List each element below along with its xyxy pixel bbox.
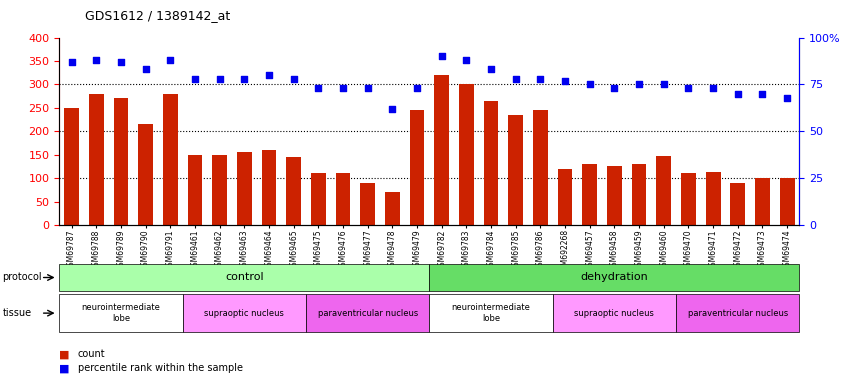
Bar — [360, 183, 375, 225]
Point — [435, 53, 448, 59]
Bar — [508, 115, 523, 225]
Point — [386, 106, 399, 112]
Bar — [89, 94, 103, 225]
Bar — [286, 157, 301, 225]
Bar — [385, 192, 399, 225]
Point — [534, 76, 547, 82]
Point — [459, 57, 473, 63]
Point — [607, 85, 621, 91]
Text: control: control — [225, 273, 264, 282]
Point — [65, 59, 79, 65]
Point — [509, 76, 523, 82]
Point — [632, 81, 645, 87]
Bar — [188, 154, 202, 225]
Bar — [780, 178, 794, 225]
Bar — [656, 156, 671, 225]
Bar — [533, 110, 548, 225]
Bar — [607, 166, 622, 225]
Point — [706, 85, 720, 91]
Bar — [64, 108, 79, 225]
Bar — [681, 173, 695, 225]
Text: neurointermediate
lobe: neurointermediate lobe — [81, 303, 161, 323]
Point — [558, 78, 572, 84]
Bar — [484, 101, 498, 225]
Point — [731, 91, 744, 97]
Point — [657, 81, 671, 87]
Bar — [212, 154, 227, 225]
Point — [311, 85, 325, 91]
Bar — [632, 164, 646, 225]
Text: paraventricular nucleus: paraventricular nucleus — [688, 309, 788, 318]
Point — [780, 94, 794, 100]
Point — [484, 66, 497, 72]
Bar — [310, 173, 326, 225]
Bar — [558, 169, 573, 225]
Point — [114, 59, 128, 65]
Text: protocol: protocol — [3, 273, 42, 282]
Bar — [409, 110, 425, 225]
Point — [188, 76, 201, 82]
Bar — [336, 173, 350, 225]
Text: supraoptic nucleus: supraoptic nucleus — [205, 309, 284, 318]
Bar — [755, 178, 770, 225]
Point — [755, 91, 769, 97]
Bar — [434, 75, 449, 225]
Point — [682, 85, 695, 91]
Point — [238, 76, 251, 82]
Text: count: count — [78, 350, 106, 359]
Text: paraventricular nucleus: paraventricular nucleus — [317, 309, 418, 318]
Point — [336, 85, 349, 91]
Point — [262, 72, 276, 78]
Text: GDS1612 / 1389142_at: GDS1612 / 1389142_at — [85, 9, 230, 22]
Point — [139, 66, 152, 72]
Point — [410, 85, 424, 91]
Text: dehydration: dehydration — [580, 273, 648, 282]
Bar — [237, 152, 252, 225]
Text: tissue: tissue — [3, 308, 31, 318]
Point — [90, 57, 103, 63]
Bar — [138, 124, 153, 225]
Bar — [706, 172, 721, 225]
Text: supraoptic nucleus: supraoptic nucleus — [574, 309, 654, 318]
Bar — [261, 150, 277, 225]
Bar — [582, 164, 597, 225]
Point — [287, 76, 300, 82]
Point — [361, 85, 375, 91]
Text: neurointermediate
lobe: neurointermediate lobe — [452, 303, 530, 323]
Text: ■: ■ — [59, 350, 69, 359]
Point — [213, 76, 227, 82]
Bar — [730, 183, 745, 225]
Bar — [162, 94, 178, 225]
Bar — [459, 84, 474, 225]
Bar — [113, 99, 129, 225]
Point — [583, 81, 596, 87]
Text: ■: ■ — [59, 363, 69, 373]
Point — [163, 57, 177, 63]
Text: percentile rank within the sample: percentile rank within the sample — [78, 363, 243, 373]
